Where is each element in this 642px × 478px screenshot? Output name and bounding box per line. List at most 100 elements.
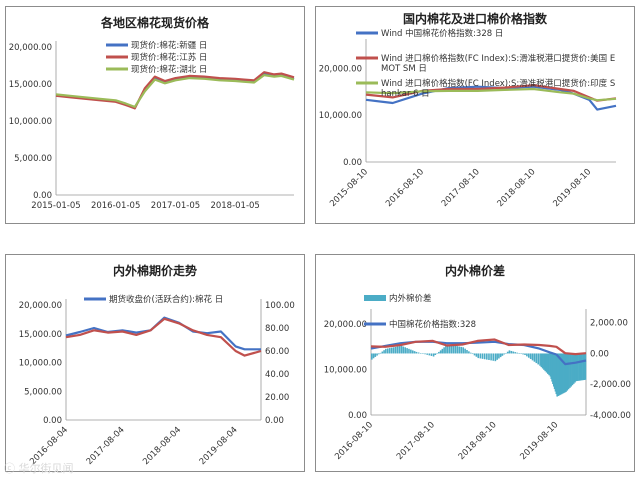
bar-mark [488, 353, 490, 360]
bar-mark [426, 353, 428, 355]
bar-mark [402, 346, 405, 354]
bar-mark [533, 353, 536, 362]
bar-mark [400, 345, 403, 354]
bar-mark [454, 345, 457, 354]
y2-tick-label: 60.00 [265, 347, 289, 357]
y-tick-label: 10,000.00 [319, 111, 362, 121]
chart-title: 内外棉价差 [445, 263, 505, 278]
y-tick-label: 5,000.00 [24, 387, 62, 397]
legend-label: Wind 中国棉花价格指数:328 日 [381, 28, 503, 39]
bar-mark [413, 351, 416, 354]
bar-mark [430, 353, 433, 356]
bar-mark [376, 353, 378, 356]
bar-mark [545, 353, 548, 373]
bar-mark [505, 353, 507, 354]
bar-mark [556, 353, 558, 397]
bar-mark [544, 353, 547, 372]
y2-tick-label: -4,000.00 [590, 411, 631, 421]
bar-mark [417, 352, 420, 354]
bar-mark [473, 353, 476, 356]
bar-mark [503, 353, 505, 355]
bar-mark [558, 353, 561, 396]
bar-mark [462, 347, 465, 354]
bar-mark [492, 353, 495, 361]
bar-mark [552, 353, 554, 385]
bar-mark [579, 353, 582, 381]
x-tick-label: 2015-08-10 [328, 167, 370, 209]
bar-mark [424, 353, 426, 355]
x-tick-label: 2018-08-10 [496, 167, 538, 209]
x-tick-label: 2017-08-10 [440, 167, 482, 209]
bar-mark [446, 344, 449, 354]
y-tick-label: 0.00 [33, 191, 52, 201]
bar-mark [514, 352, 517, 354]
legend-label: hankar-6 日 [381, 89, 430, 99]
bar-mark [572, 353, 575, 384]
chart-spot-prices: 各地区棉花现货价格 0.00 5,000.00 10,000.00 15,000.00 2… [9, 15, 295, 211]
bar-mark [419, 353, 422, 354]
bar-mark [555, 353, 558, 395]
bar-mark [392, 347, 395, 354]
bar-mark [506, 351, 509, 354]
bar-mark [486, 353, 488, 360]
bar-mark [560, 353, 563, 395]
bar-mark [445, 345, 447, 354]
y-tick-label: 15,000.00 [9, 80, 52, 90]
y2-tick-label: 0.00 [265, 416, 284, 426]
watermark-logo: ⓒ 华尔街见闻 [4, 462, 74, 475]
bar-mark [508, 350, 511, 354]
bar-mark [490, 353, 492, 361]
bar-mark [580, 353, 583, 381]
bar-mark [386, 348, 389, 354]
bar-mark [374, 353, 377, 357]
bar-mark [531, 353, 534, 361]
y-tick-label: 0.00 [43, 416, 62, 426]
bar-mark [561, 353, 564, 394]
x-tick-label: 2019-08-10 [518, 420, 560, 462]
y2-tick-label: 40.00 [265, 370, 289, 380]
legend-label: 现货价:棉花:湖北 日 [131, 64, 207, 75]
bar-mark [415, 351, 418, 354]
chart-title: 各地区棉花现货价格 [100, 15, 210, 30]
bar-mark [460, 346, 463, 354]
x-tick-label: 2019-08-10 [551, 167, 593, 209]
bar-mark [450, 345, 453, 354]
bar-mark [379, 352, 382, 354]
bar-mark [540, 353, 543, 368]
bar-mark [501, 353, 504, 356]
bar-mark [583, 353, 585, 380]
bar-mark [428, 353, 431, 356]
bar-mark [406, 348, 408, 354]
y-tick-label: 20,000.00 [19, 301, 62, 311]
y-tick-label: 20,000.00 [324, 320, 367, 330]
bar-mark [496, 353, 498, 360]
bar-mark [512, 351, 515, 354]
y-tick-label: 5,000.00 [14, 154, 52, 164]
y-tick-label: 0.00 [343, 158, 362, 168]
bar-mark [522, 353, 524, 355]
bar-mark [564, 353, 566, 393]
bar-mark [541, 353, 544, 369]
chart-panel-spot-prices: 各地区棉花现货价格 0.00 5,000.00 10,000.00 15,000.00 2… [5, 6, 305, 224]
series-line-2 [365, 87, 617, 102]
bar-mark [432, 353, 435, 357]
bar-mark [526, 353, 528, 357]
bar-mark [553, 353, 556, 390]
chart-title: 内外棉期价走势 [113, 263, 197, 278]
bar-mark [468, 351, 470, 354]
x-tick-label: 2018-08-04 [141, 425, 183, 467]
bar-mark [381, 351, 384, 354]
x-tick-label: 2016-08-10 [333, 420, 375, 462]
bar-mark [475, 353, 478, 357]
bar-mark [396, 346, 399, 354]
legend-label: 期货收盘价(活跃合约):棉花 日 [109, 294, 223, 305]
bar-mark [570, 353, 572, 387]
y-tick-label: 20,000.00 [319, 64, 362, 74]
bar-mark [516, 352, 519, 354]
x-tick-label: 2019-08-04 [198, 425, 240, 467]
series-line-1 [65, 317, 262, 357]
bar-mark [404, 347, 406, 354]
bar-mark [372, 353, 375, 359]
bar-mark [537, 353, 539, 365]
bar-mark [441, 348, 444, 354]
